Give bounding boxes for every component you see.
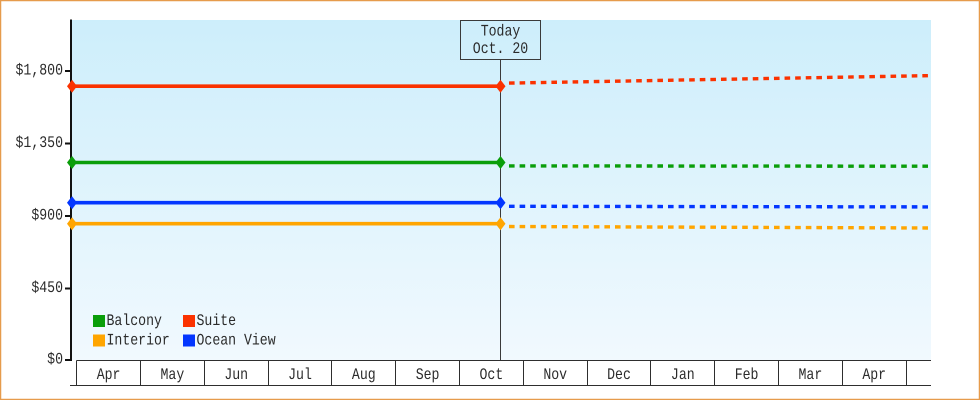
svg-text:Apr: Apr — [862, 366, 886, 384]
svg-text:Interior: Interior — [107, 331, 170, 349]
svg-text:$900: $900 — [31, 206, 63, 224]
svg-text:Balcony: Balcony — [107, 312, 162, 330]
svg-text:$450: $450 — [31, 279, 63, 297]
svg-text:Mar: Mar — [799, 366, 823, 384]
svg-text:Oct. 20: Oct. 20 — [473, 40, 528, 58]
svg-text:$1,800: $1,800 — [16, 61, 64, 79]
svg-text:Suite: Suite — [197, 312, 237, 330]
svg-text:Jul: Jul — [288, 366, 312, 384]
svg-text:Feb: Feb — [735, 366, 759, 384]
svg-text:May: May — [161, 366, 185, 384]
svg-text:Aug: Aug — [352, 366, 376, 384]
svg-text:$0: $0 — [47, 350, 63, 368]
svg-text:$1,350: $1,350 — [16, 134, 64, 152]
svg-text:Nov: Nov — [543, 366, 567, 384]
svg-text:Ocean View: Ocean View — [197, 331, 276, 349]
svg-text:Dec: Dec — [607, 366, 631, 384]
svg-text:Today: Today — [481, 22, 521, 40]
svg-text:Apr: Apr — [97, 366, 121, 384]
svg-text:Sep: Sep — [416, 366, 440, 384]
svg-text:Jun: Jun — [224, 366, 248, 384]
svg-text:Oct: Oct — [480, 366, 504, 384]
svg-text:Jan: Jan — [671, 366, 695, 384]
